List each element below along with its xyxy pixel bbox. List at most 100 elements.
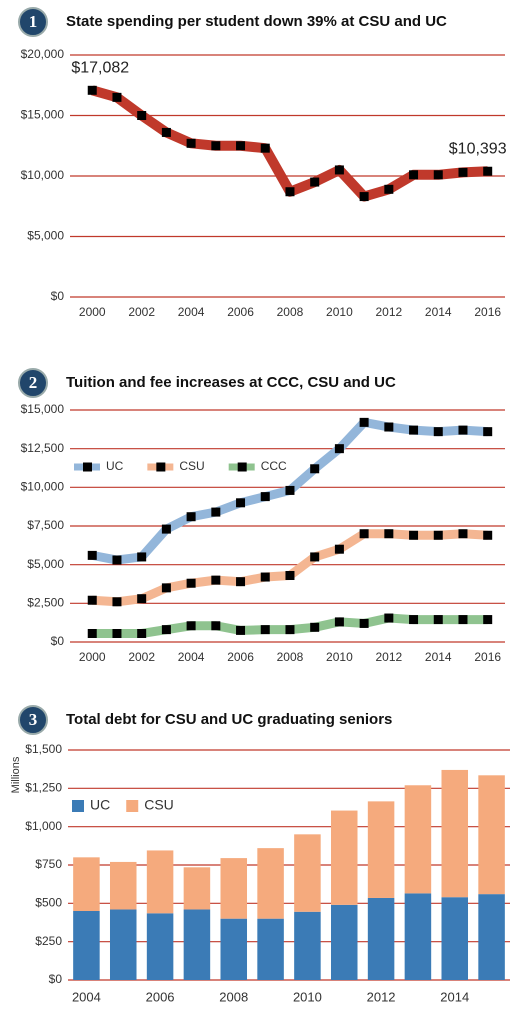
data-point bbox=[483, 530, 493, 540]
data-point bbox=[384, 529, 394, 539]
bar-segment bbox=[183, 867, 211, 910]
data-point bbox=[310, 622, 320, 632]
legend-label: UC bbox=[90, 797, 110, 813]
data-point bbox=[137, 552, 147, 562]
data-point bbox=[137, 594, 147, 604]
y-tick-label: $12,500 bbox=[21, 441, 65, 455]
x-tick-label: 2006 bbox=[227, 305, 254, 319]
data-point bbox=[285, 570, 295, 580]
badge-number: 3 bbox=[29, 710, 38, 729]
y-tick-label: $0 bbox=[49, 972, 63, 986]
data-point bbox=[458, 167, 468, 177]
data-point bbox=[161, 583, 171, 593]
badge-circle bbox=[18, 705, 48, 735]
x-tick-label: 2010 bbox=[326, 305, 353, 319]
data-point bbox=[433, 530, 443, 540]
x-tick-label: 2010 bbox=[293, 989, 322, 1004]
data-point bbox=[87, 595, 97, 605]
data-point bbox=[186, 512, 196, 522]
bar-segment bbox=[441, 769, 469, 898]
bar-segment bbox=[109, 909, 137, 980]
data-point bbox=[161, 524, 171, 534]
data-point bbox=[236, 577, 246, 587]
x-tick-label: 2006 bbox=[146, 989, 175, 1004]
data-point bbox=[384, 613, 394, 623]
y-tick-label: $15,000 bbox=[21, 108, 65, 122]
data-point bbox=[260, 572, 270, 582]
legend-label: CSU bbox=[179, 459, 204, 473]
data-point bbox=[87, 628, 97, 638]
y-tick-label: $10,000 bbox=[21, 480, 65, 494]
y-tick-label: $2,500 bbox=[27, 596, 64, 610]
data-point bbox=[409, 530, 419, 540]
data-point bbox=[483, 615, 493, 625]
data-line bbox=[90, 85, 488, 202]
y-tick-label: $5,000 bbox=[27, 229, 64, 243]
data-point bbox=[137, 111, 147, 120]
data-point bbox=[334, 617, 344, 627]
x-tick-label: 2016 bbox=[474, 305, 501, 319]
y-axis-label: Millions bbox=[10, 756, 22, 793]
bar-segment bbox=[478, 775, 505, 895]
data-point bbox=[433, 427, 443, 437]
bar-segment bbox=[294, 834, 321, 912]
data-point bbox=[359, 192, 369, 202]
y-tick-label: $0 bbox=[51, 289, 65, 303]
x-tick-label: 2012 bbox=[375, 650, 402, 664]
data-point bbox=[112, 628, 122, 638]
data-point bbox=[285, 625, 295, 635]
x-tick-label: 2014 bbox=[425, 305, 452, 319]
data-point bbox=[285, 485, 295, 495]
y-tick-label: $0 bbox=[51, 634, 65, 648]
x-tick-label: 2004 bbox=[178, 650, 205, 664]
x-tick-label: 2008 bbox=[219, 989, 248, 1004]
data-point bbox=[433, 615, 443, 625]
data-point bbox=[112, 555, 122, 565]
x-tick-label: 2004 bbox=[72, 989, 101, 1004]
x-tick-label: 2004 bbox=[178, 305, 205, 319]
y-tick-label: $500 bbox=[35, 896, 62, 910]
x-tick-label: 2002 bbox=[128, 650, 155, 664]
y-tick-label: $750 bbox=[35, 857, 62, 871]
x-tick-label: 2000 bbox=[79, 305, 106, 319]
value-label: $17,082 bbox=[71, 60, 129, 77]
data-point bbox=[359, 618, 369, 628]
data-point bbox=[161, 625, 171, 635]
x-tick-label: 2010 bbox=[326, 650, 353, 664]
data-point bbox=[260, 143, 270, 153]
bar-segment bbox=[330, 904, 358, 980]
x-tick-label: 2014 bbox=[425, 650, 452, 664]
data-point bbox=[211, 621, 221, 631]
y-tick-label: $1,500 bbox=[25, 742, 62, 756]
value-label: $10,393 bbox=[449, 140, 507, 157]
data-point bbox=[483, 166, 493, 176]
data-point bbox=[112, 92, 122, 102]
legend-swatch bbox=[72, 800, 84, 812]
badge-circle bbox=[18, 7, 48, 37]
bar-segment bbox=[73, 911, 100, 980]
x-tick-label: 2002 bbox=[128, 305, 155, 319]
y-tick-label: $20,000 bbox=[21, 47, 65, 61]
data-point bbox=[236, 498, 246, 508]
y-tick-label: $1,000 bbox=[25, 819, 62, 833]
data-point bbox=[161, 127, 171, 137]
data-point bbox=[260, 492, 270, 502]
y-tick-label: $5,000 bbox=[27, 557, 64, 571]
data-point bbox=[260, 625, 270, 635]
legend-marker bbox=[83, 462, 92, 472]
data-point bbox=[433, 170, 443, 180]
data-point bbox=[334, 444, 344, 454]
bar-segment bbox=[257, 848, 284, 919]
bar-segment bbox=[73, 857, 100, 911]
data-point bbox=[334, 544, 344, 554]
data-point bbox=[384, 422, 394, 432]
data-point bbox=[211, 141, 221, 151]
bar-segment bbox=[220, 918, 248, 980]
data-point bbox=[359, 529, 369, 539]
chart-title: State spending per student down 39% at C… bbox=[66, 13, 447, 30]
x-tick-label: 2008 bbox=[277, 305, 304, 319]
y-tick-label: $10,000 bbox=[21, 168, 65, 182]
data-point bbox=[409, 425, 419, 435]
data-point bbox=[359, 417, 369, 427]
